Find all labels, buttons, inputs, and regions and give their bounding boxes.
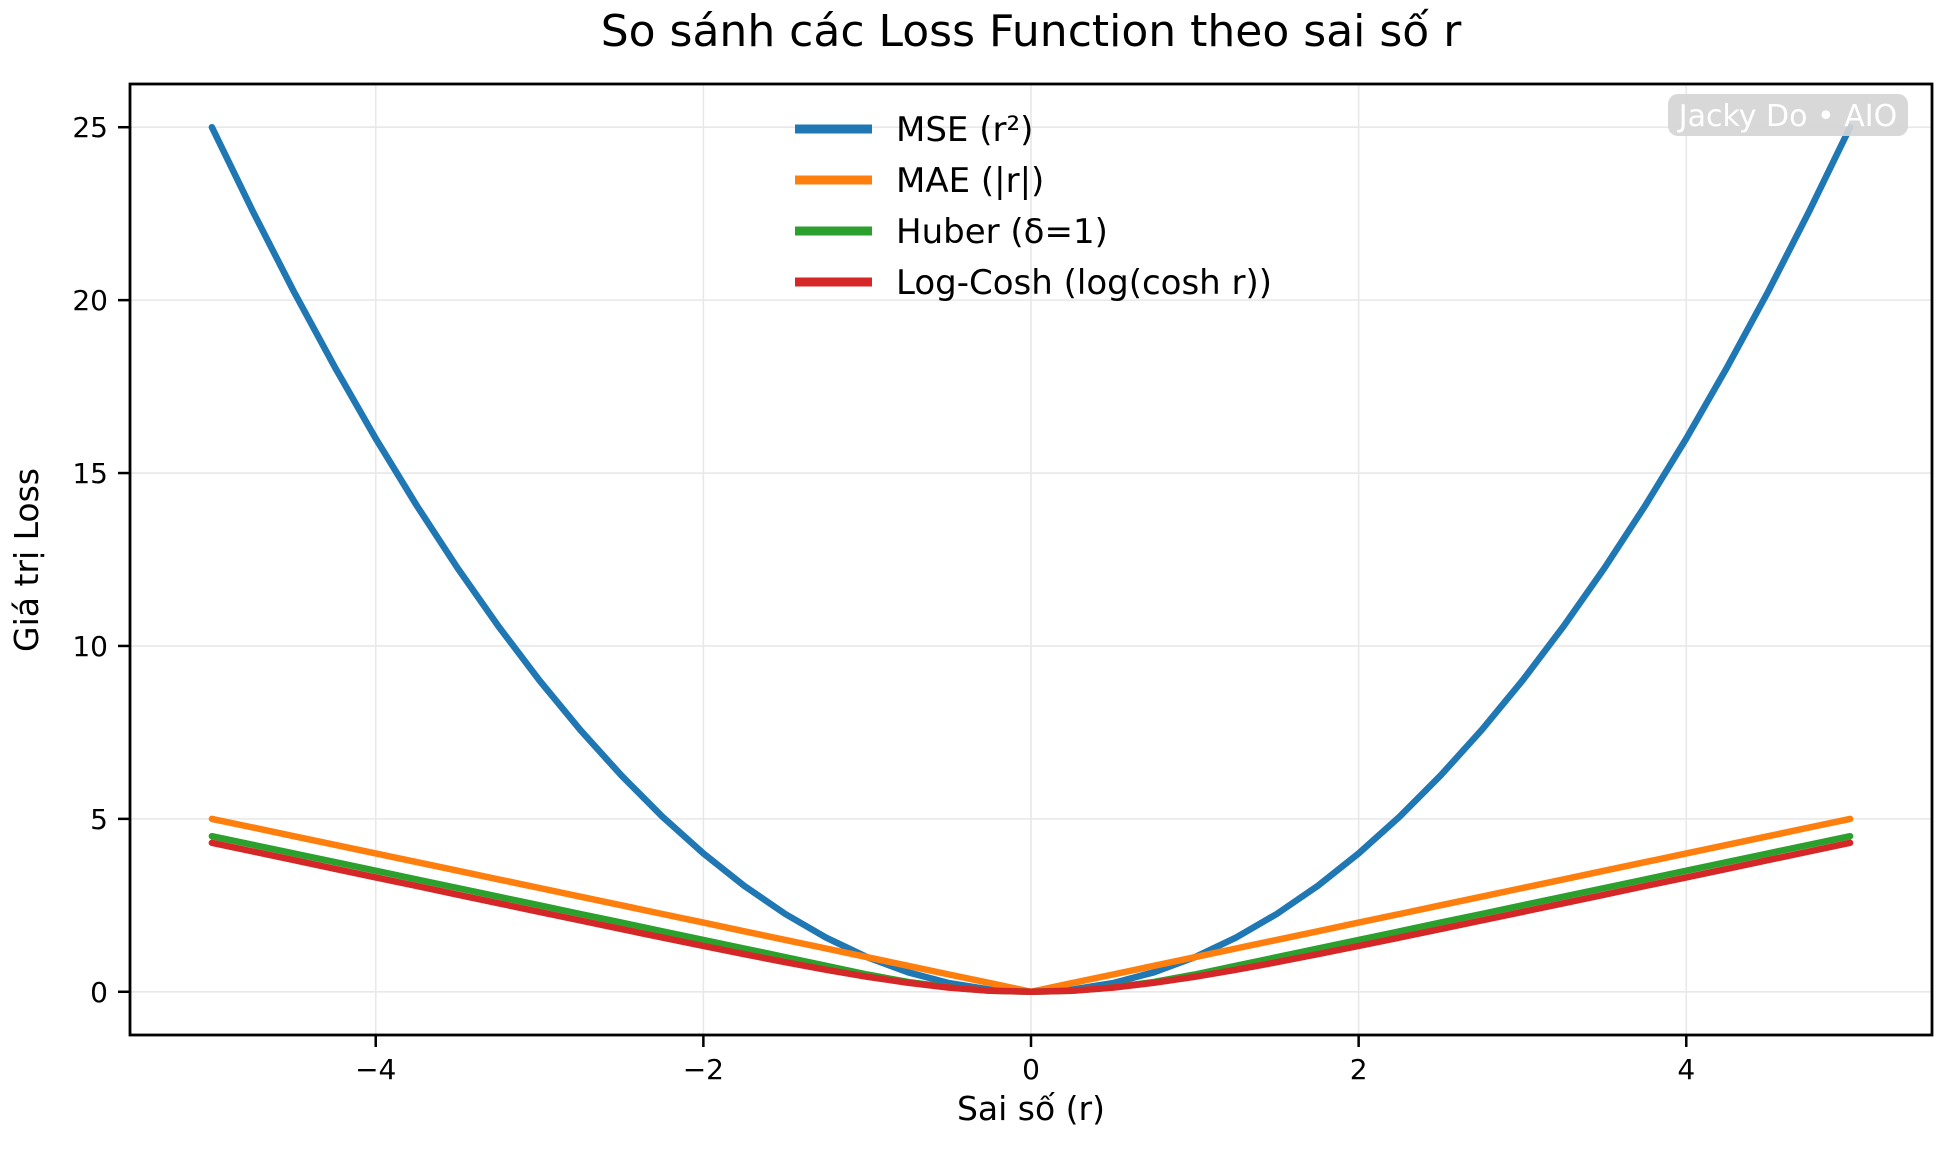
legend-label: Log-Cosh (log(cosh r)) bbox=[896, 263, 1272, 303]
legend-item-3: Log-Cosh (log(cosh r)) bbox=[795, 263, 1272, 303]
watermark-text: Jacky Do • AIO bbox=[1677, 99, 1898, 134]
legend-item-2: Huber (δ=1) bbox=[795, 212, 1108, 252]
series-lines bbox=[208, 123, 1854, 996]
y-tick-label: 10 bbox=[72, 630, 108, 663]
y-tick-label: 20 bbox=[72, 284, 108, 317]
x-axis-label: Sai số (r) bbox=[957, 1089, 1105, 1128]
y-tick-label: 5 bbox=[90, 803, 108, 836]
chart-title: So sánh các Loss Function theo sai số r bbox=[601, 6, 1462, 57]
x-tick-label: 2 bbox=[1350, 1053, 1368, 1086]
y-tick-label: 0 bbox=[90, 976, 108, 1009]
legend: MSE (r²) MAE (|r|) Huber (δ=1) Log-Cosh (lo… bbox=[795, 110, 1272, 303]
x-tick-label: −2 bbox=[683, 1053, 724, 1086]
x-tick-label: 0 bbox=[1022, 1053, 1040, 1086]
watermark: Jacky Do • AIO bbox=[1668, 94, 1908, 136]
x-tick-label: 4 bbox=[1677, 1053, 1695, 1086]
series-line-3 bbox=[208, 839, 1854, 996]
y-axis-label: Giá trị Loss bbox=[7, 468, 46, 652]
x-tick-label: −4 bbox=[355, 1053, 396, 1086]
legend-item-0: MSE (r²) bbox=[795, 110, 1033, 150]
tick-marks-and-labels: −4 −2 0 2 4 0 5 10 15 20 25 bbox=[72, 111, 1695, 1086]
y-tick-label: 25 bbox=[72, 111, 108, 144]
grid bbox=[130, 84, 1932, 1035]
legend-label: MSE (r²) bbox=[896, 110, 1033, 150]
y-tick-label: 15 bbox=[72, 457, 108, 490]
legend-label: Huber (δ=1) bbox=[896, 212, 1108, 252]
legend-label: MAE (|r|) bbox=[896, 161, 1044, 201]
watermark-box bbox=[1668, 94, 1908, 136]
legend-item-1: MAE (|r|) bbox=[795, 161, 1044, 201]
